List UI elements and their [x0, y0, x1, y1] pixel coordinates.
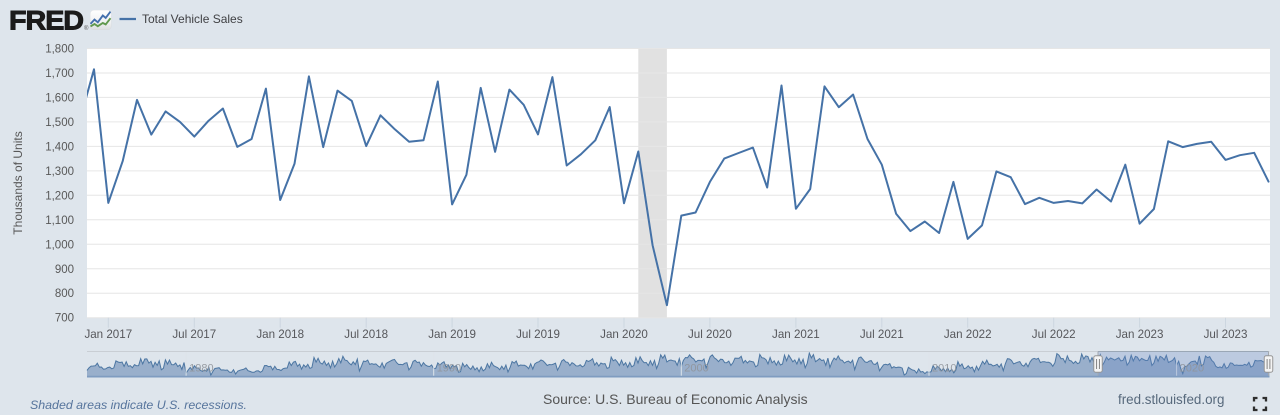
- svg-text:1,300: 1,300: [45, 166, 74, 178]
- svg-text:1,600: 1,600: [45, 92, 74, 104]
- svg-text:1,400: 1,400: [45, 141, 74, 153]
- svg-text:1,200: 1,200: [45, 190, 74, 202]
- svg-text:1990: 1990: [437, 363, 461, 375]
- svg-text:Jul 2018: Jul 2018: [344, 328, 388, 341]
- svg-text:fred.stlouisfed.org: fred.stlouisfed.org: [1118, 392, 1224, 407]
- svg-text:1980: 1980: [189, 363, 213, 375]
- svg-text:Jan 2020: Jan 2020: [600, 328, 648, 341]
- svg-text:2000: 2000: [684, 363, 708, 375]
- svg-text:2020: 2020: [1180, 363, 1204, 375]
- svg-text:Thousands of Units: Thousands of Units: [11, 131, 25, 234]
- svg-text:Jan 2019: Jan 2019: [428, 328, 476, 341]
- svg-text:700: 700: [55, 313, 74, 325]
- svg-text:2010: 2010: [932, 363, 956, 375]
- svg-text:Jan 2023: Jan 2023: [1116, 328, 1164, 341]
- svg-text:Jul 2019: Jul 2019: [516, 328, 560, 341]
- svg-text:1,100: 1,100: [45, 215, 74, 227]
- svg-text:Jul 2021: Jul 2021: [860, 328, 904, 341]
- svg-text:Source: U.S. Bureau of Economi: Source: U.S. Bureau of Economic Analysis: [543, 391, 808, 407]
- svg-text:Shaded areas indicate U.S. rec: Shaded areas indicate U.S. recessions.: [30, 398, 247, 412]
- svg-text:1,700: 1,700: [45, 68, 74, 80]
- svg-text:Jan 2018: Jan 2018: [256, 328, 304, 341]
- svg-text:Jul 2017: Jul 2017: [172, 328, 216, 341]
- svg-text:Jul 2022: Jul 2022: [1032, 328, 1076, 341]
- svg-text:1,800: 1,800: [45, 44, 74, 56]
- svg-text:Total Vehicle Sales: Total Vehicle Sales: [142, 12, 243, 26]
- svg-text:Jul 2023: Jul 2023: [1204, 328, 1248, 341]
- svg-text:Jan 2021: Jan 2021: [772, 328, 820, 341]
- svg-text:FRED: FRED: [9, 6, 84, 36]
- svg-text:Jul 2020: Jul 2020: [688, 328, 732, 341]
- svg-text:Jan 2017: Jan 2017: [84, 328, 132, 341]
- svg-text:1,000: 1,000: [45, 239, 74, 251]
- svg-text:®: ®: [84, 25, 89, 32]
- svg-text:900: 900: [55, 264, 74, 276]
- svg-text:1,500: 1,500: [45, 117, 74, 129]
- svg-text:800: 800: [55, 288, 74, 300]
- svg-text:Jan 2022: Jan 2022: [944, 328, 992, 341]
